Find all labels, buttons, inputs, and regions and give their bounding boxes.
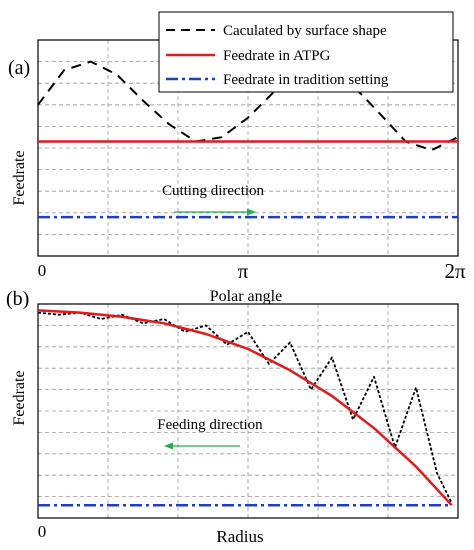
panel-b-label: (b) (6, 288, 29, 310)
legend-entry-1: Caculated by surface shape (223, 23, 387, 39)
panel-a-series (37, 60, 459, 219)
panel-b-xtick-0: 0 (38, 522, 47, 541)
panel-b-annotation-arrow (164, 442, 240, 450)
panel-a-xtick-2pi: 2π (444, 259, 466, 283)
panel-a-xlabel: Polar angle (210, 288, 282, 305)
panel-b-annotation: Feeding direction (157, 417, 263, 433)
legend-entry-3: Feedrate in tradition setting (223, 72, 389, 88)
panel-a-series-1 (37, 60, 459, 152)
panel-b: (b) Feedrate 0 Radius Feeding direction (6, 288, 459, 546)
panel-a-annotation: Cutting direction (162, 183, 265, 199)
legend-entry-2: Feedrate in ATPG (223, 48, 331, 64)
panel-a-xtick-pi: π (238, 259, 249, 283)
panel-b-ylabel: Feedrate (11, 370, 28, 425)
legend: Caculated by surface shape Feedrate in A… (158, 11, 454, 93)
panel-a: (a) Feedrate 0 π 2π Polar angle Cutting … (8, 11, 466, 305)
panel-b-series (37, 309, 453, 507)
panel-a-annotation-arrow (174, 208, 256, 216)
panel-a-ylabel: Feedrate (11, 150, 28, 205)
panel-b-series-1 (37, 311, 453, 504)
panel-b-series-2 (37, 309, 453, 507)
panel-b-frame (37, 303, 459, 519)
panel-b-xlabel: Radius (216, 527, 263, 546)
panel-b-grid (38, 304, 458, 518)
panel-a-label: (a) (8, 57, 30, 79)
panel-a-xtick-0: 0 (38, 261, 47, 280)
